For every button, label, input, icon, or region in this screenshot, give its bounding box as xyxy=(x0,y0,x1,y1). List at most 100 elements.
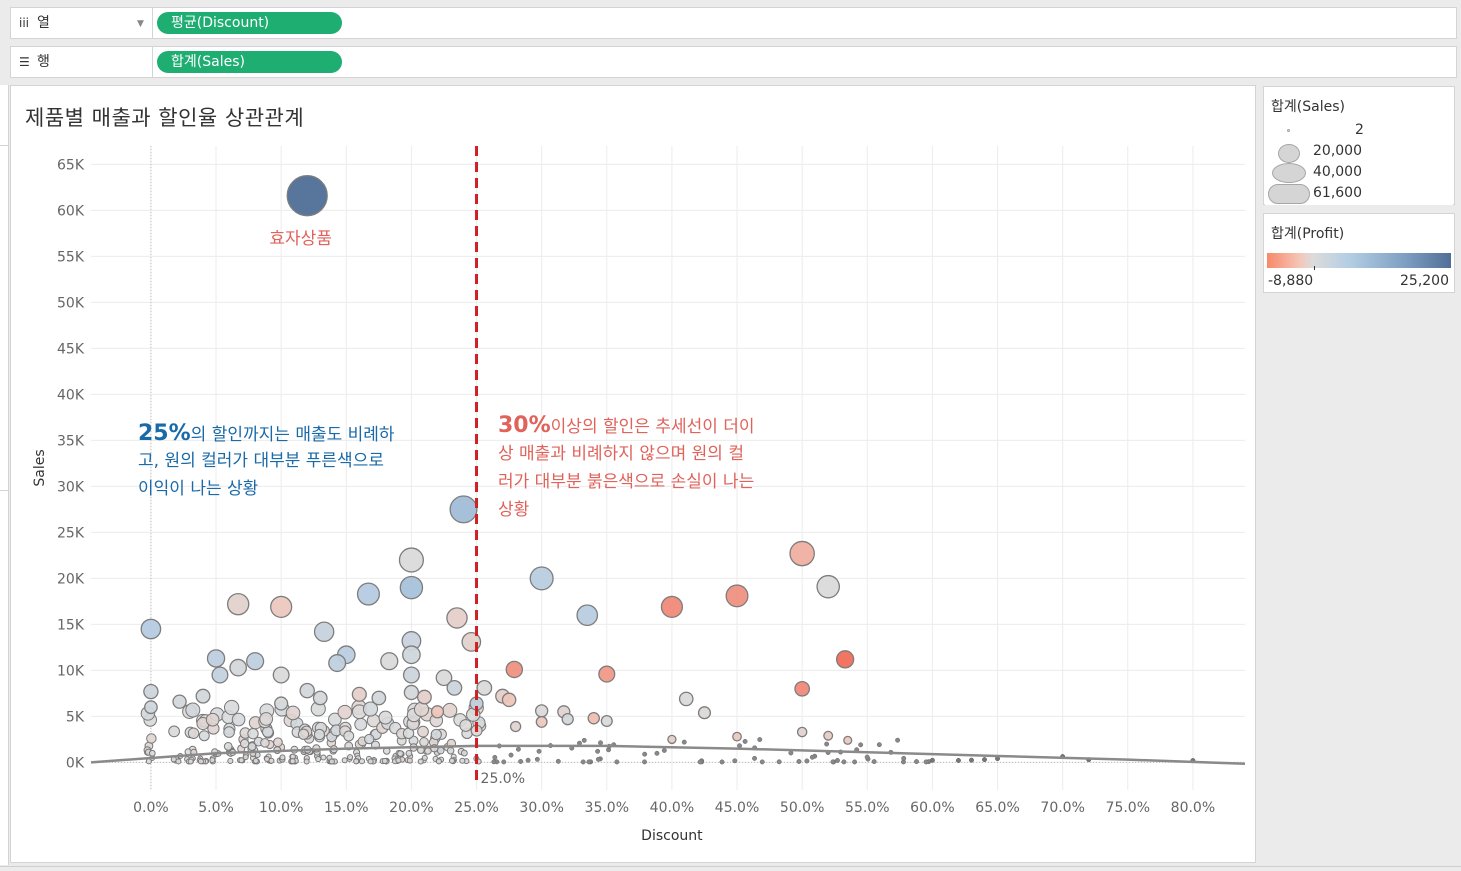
scatter-point[interactable] xyxy=(402,645,421,665)
sales-pill[interactable]: 합계(Sales) xyxy=(157,51,342,73)
scatter-point[interactable] xyxy=(140,618,162,640)
scatter-point[interactable] xyxy=(417,758,424,765)
scatter-point[interactable] xyxy=(406,757,413,764)
scatter-point[interactable] xyxy=(205,712,220,727)
scatter-point[interactable] xyxy=(789,540,815,567)
scatter-point[interactable] xyxy=(654,750,660,756)
scatter-point[interactable] xyxy=(969,757,974,763)
scatter-point[interactable] xyxy=(446,679,463,696)
scatter-point[interactable] xyxy=(421,754,428,761)
scatter-point[interactable] xyxy=(501,692,517,708)
scatter-point[interactable] xyxy=(185,702,201,718)
scatter-point[interactable] xyxy=(354,717,368,731)
scatter-point[interactable] xyxy=(187,727,200,739)
scatter-point[interactable] xyxy=(598,740,603,746)
scatter-point[interactable] xyxy=(534,704,549,718)
scatter-point[interactable] xyxy=(261,725,274,738)
scatter-point[interactable] xyxy=(491,759,497,765)
scatter-point[interactable] xyxy=(358,758,366,765)
scatter-point[interactable] xyxy=(378,710,393,725)
scatter-point[interactable] xyxy=(315,756,322,763)
scatter-point[interactable] xyxy=(901,755,907,761)
scatter-point[interactable] xyxy=(459,757,466,764)
scatter-point[interactable] xyxy=(956,758,961,763)
scatter-point[interactable] xyxy=(229,658,248,677)
scatter-point[interactable] xyxy=(247,727,259,740)
scatter-point[interactable] xyxy=(830,759,836,765)
scatter-point[interactable] xyxy=(231,712,246,727)
scatter-point[interactable] xyxy=(697,759,703,765)
scatter-point[interactable] xyxy=(328,758,335,765)
scatter-point[interactable] xyxy=(353,758,360,765)
scatter-point[interactable] xyxy=(982,757,987,763)
scatter-point[interactable] xyxy=(285,705,301,721)
scatter-point[interactable] xyxy=(661,747,667,753)
scatter-point[interactable] xyxy=(448,757,456,764)
scatter-point[interactable] xyxy=(146,733,157,744)
scatter-point[interactable] xyxy=(416,689,432,705)
scatter-point[interactable] xyxy=(223,726,235,738)
scatter-point[interactable] xyxy=(492,754,498,760)
scatter-point[interactable] xyxy=(816,574,840,599)
scatter-point[interactable] xyxy=(614,759,620,765)
scatter-point[interactable] xyxy=(852,759,858,765)
scatter-point[interactable] xyxy=(303,758,310,765)
scatter-point[interactable] xyxy=(929,757,935,763)
scatter-point[interactable] xyxy=(380,652,399,671)
scatter-point[interactable] xyxy=(274,696,289,711)
scatter-point[interactable] xyxy=(259,712,274,726)
scatter-point[interactable] xyxy=(476,679,493,696)
scatter-point[interactable] xyxy=(364,733,375,745)
scatter-point[interactable] xyxy=(824,741,830,747)
scatter-point[interactable] xyxy=(586,759,592,765)
scatter-point[interactable] xyxy=(732,758,738,764)
scatter-point[interactable] xyxy=(858,742,864,748)
scatter-point[interactable] xyxy=(223,699,240,716)
scatter-point[interactable] xyxy=(660,595,684,619)
scatter-point[interactable] xyxy=(312,690,328,706)
scatter-point[interactable] xyxy=(209,757,216,764)
color-legend[interactable]: 합계(Profit) -8,880 25,200 xyxy=(1263,213,1455,293)
chevron-down-icon[interactable]: ▼ xyxy=(137,19,144,29)
scatter-point[interactable] xyxy=(226,592,250,616)
scatter-point[interactable] xyxy=(381,757,388,764)
scatter-point[interactable] xyxy=(367,758,374,765)
scatter-point[interactable] xyxy=(175,758,182,765)
scatter-point[interactable] xyxy=(895,737,901,743)
scatter-point[interactable] xyxy=(757,737,763,742)
scatter-point[interactable] xyxy=(289,758,296,765)
discount-pill[interactable]: 평균(Discount) xyxy=(157,12,342,34)
scatter-point[interactable] xyxy=(561,712,574,726)
scatter-point[interactable] xyxy=(197,758,204,765)
scatter-point[interactable] xyxy=(871,759,877,765)
scatter-point[interactable] xyxy=(642,751,648,757)
scatter-point[interactable] xyxy=(864,754,870,760)
scatter-point[interactable] xyxy=(399,575,424,600)
scatter-point[interactable] xyxy=(206,649,226,668)
scatter-point[interactable] xyxy=(725,584,749,608)
scatter-point[interactable] xyxy=(403,684,420,701)
scatter-point[interactable] xyxy=(397,750,404,757)
scatter-point[interactable] xyxy=(435,758,442,765)
scatter-point[interactable] xyxy=(286,175,328,217)
scatter-point[interactable] xyxy=(260,738,270,748)
scatter-point[interactable] xyxy=(796,726,808,738)
scatter-point[interactable] xyxy=(501,759,507,765)
scatter-point[interactable] xyxy=(263,755,271,763)
scatter-point[interactable] xyxy=(580,759,586,765)
scatter-point[interactable] xyxy=(299,682,315,699)
scatter-point[interactable] xyxy=(272,666,290,684)
rows-shelf[interactable]: ☰ 행 합계(Sales) xyxy=(10,46,1457,78)
scatter-point[interactable] xyxy=(555,758,561,764)
scatter-point[interactable] xyxy=(595,756,601,762)
scatter-point[interactable] xyxy=(598,665,616,683)
scatter-point[interactable] xyxy=(535,715,548,728)
scatter-point[interactable] xyxy=(198,730,210,742)
scatter-point[interactable] xyxy=(681,739,687,745)
columns-shelf[interactable]: iii 열 ▼ 평균(Discount) xyxy=(10,7,1457,39)
scatter-point[interactable] xyxy=(809,754,815,760)
scatter-point[interactable] xyxy=(508,752,514,758)
scatter-point[interactable] xyxy=(667,734,677,745)
scatter-point[interactable] xyxy=(678,691,694,707)
scatter-point[interactable] xyxy=(341,757,348,764)
